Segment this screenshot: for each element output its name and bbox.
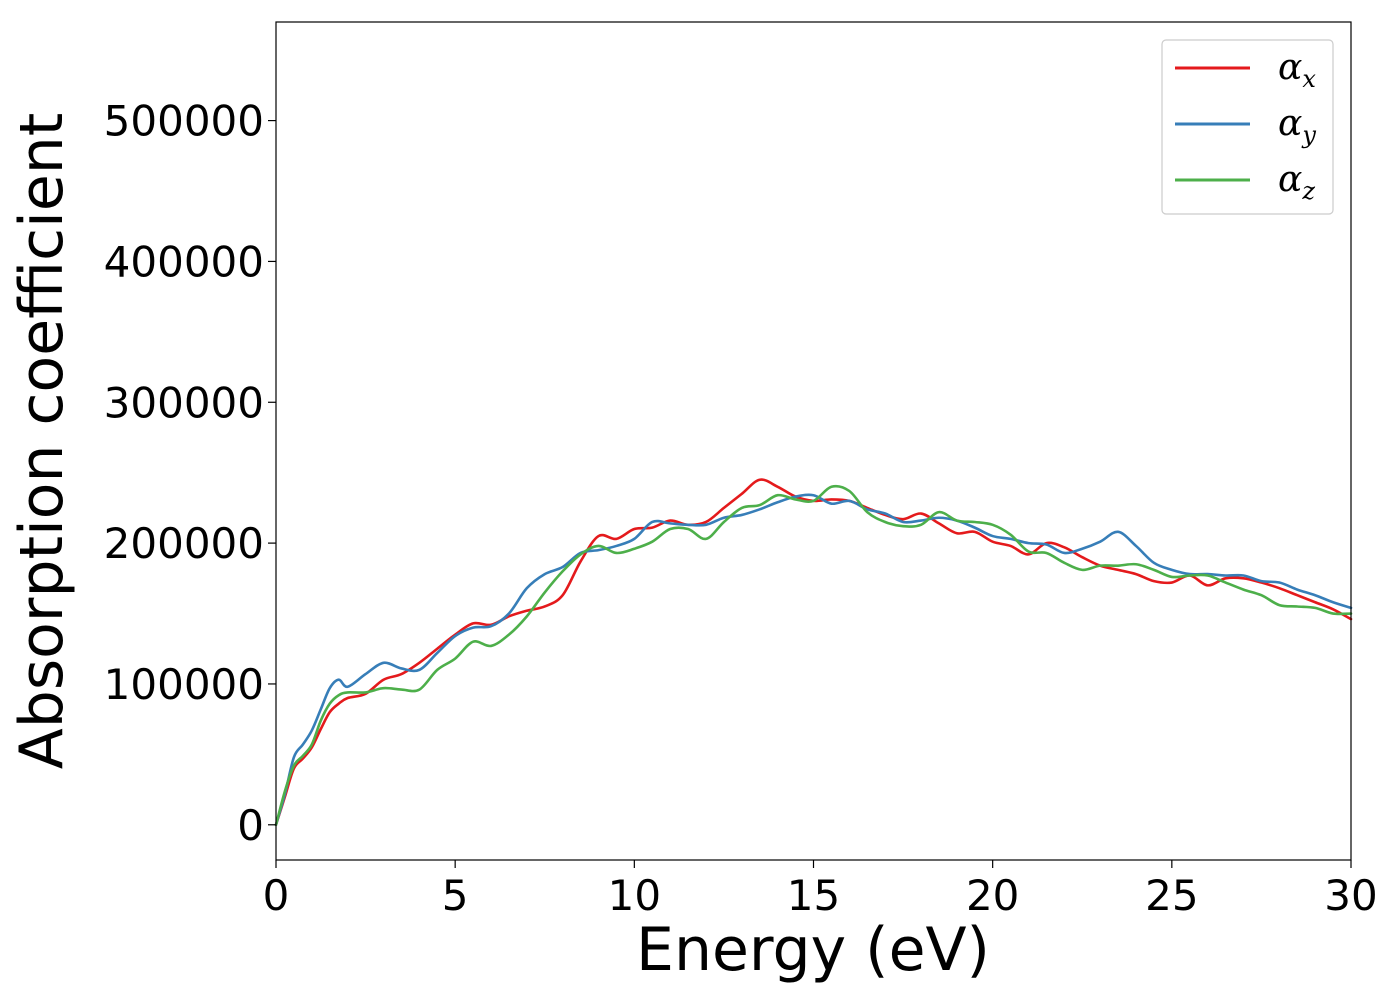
y-tick-label: 300000	[104, 378, 264, 427]
x-tick-label: 20	[966, 871, 1019, 920]
x-tick-label: 30	[1324, 871, 1377, 920]
y-tick-label: 500000	[104, 97, 264, 146]
y-tick-label: 200000	[104, 519, 264, 568]
x-tick-label: 5	[442, 871, 469, 920]
x-tick-label: 10	[608, 871, 661, 920]
legend-label-y: αy	[1278, 103, 1316, 149]
legend-box	[1161, 39, 1334, 215]
y-tick-label: 0	[237, 801, 264, 850]
series-line-z	[274, 484, 1353, 827]
series-layer	[274, 478, 1353, 827]
y-axis-label: Absorption coefficient	[7, 113, 77, 770]
legend-label-x: αx	[1278, 47, 1316, 93]
y-tick-label: 100000	[104, 660, 264, 709]
x-tick-label: 25	[1145, 871, 1198, 920]
x-axis-label: Energy (eV)	[636, 915, 990, 985]
x-axis: 0 5 10 15 20 25 30	[263, 860, 1378, 920]
legend-label-z: αz	[1278, 159, 1315, 205]
legend: αx αy αz	[1161, 39, 1334, 215]
y-tick-label: 400000	[104, 237, 264, 286]
x-tick-label: 15	[787, 871, 840, 920]
x-tick-label: 0	[263, 871, 290, 920]
series-line-x	[274, 478, 1353, 827]
y-axis: 0 100000 200000 300000 400000 500000	[104, 97, 276, 850]
series-line-y	[274, 493, 1353, 827]
